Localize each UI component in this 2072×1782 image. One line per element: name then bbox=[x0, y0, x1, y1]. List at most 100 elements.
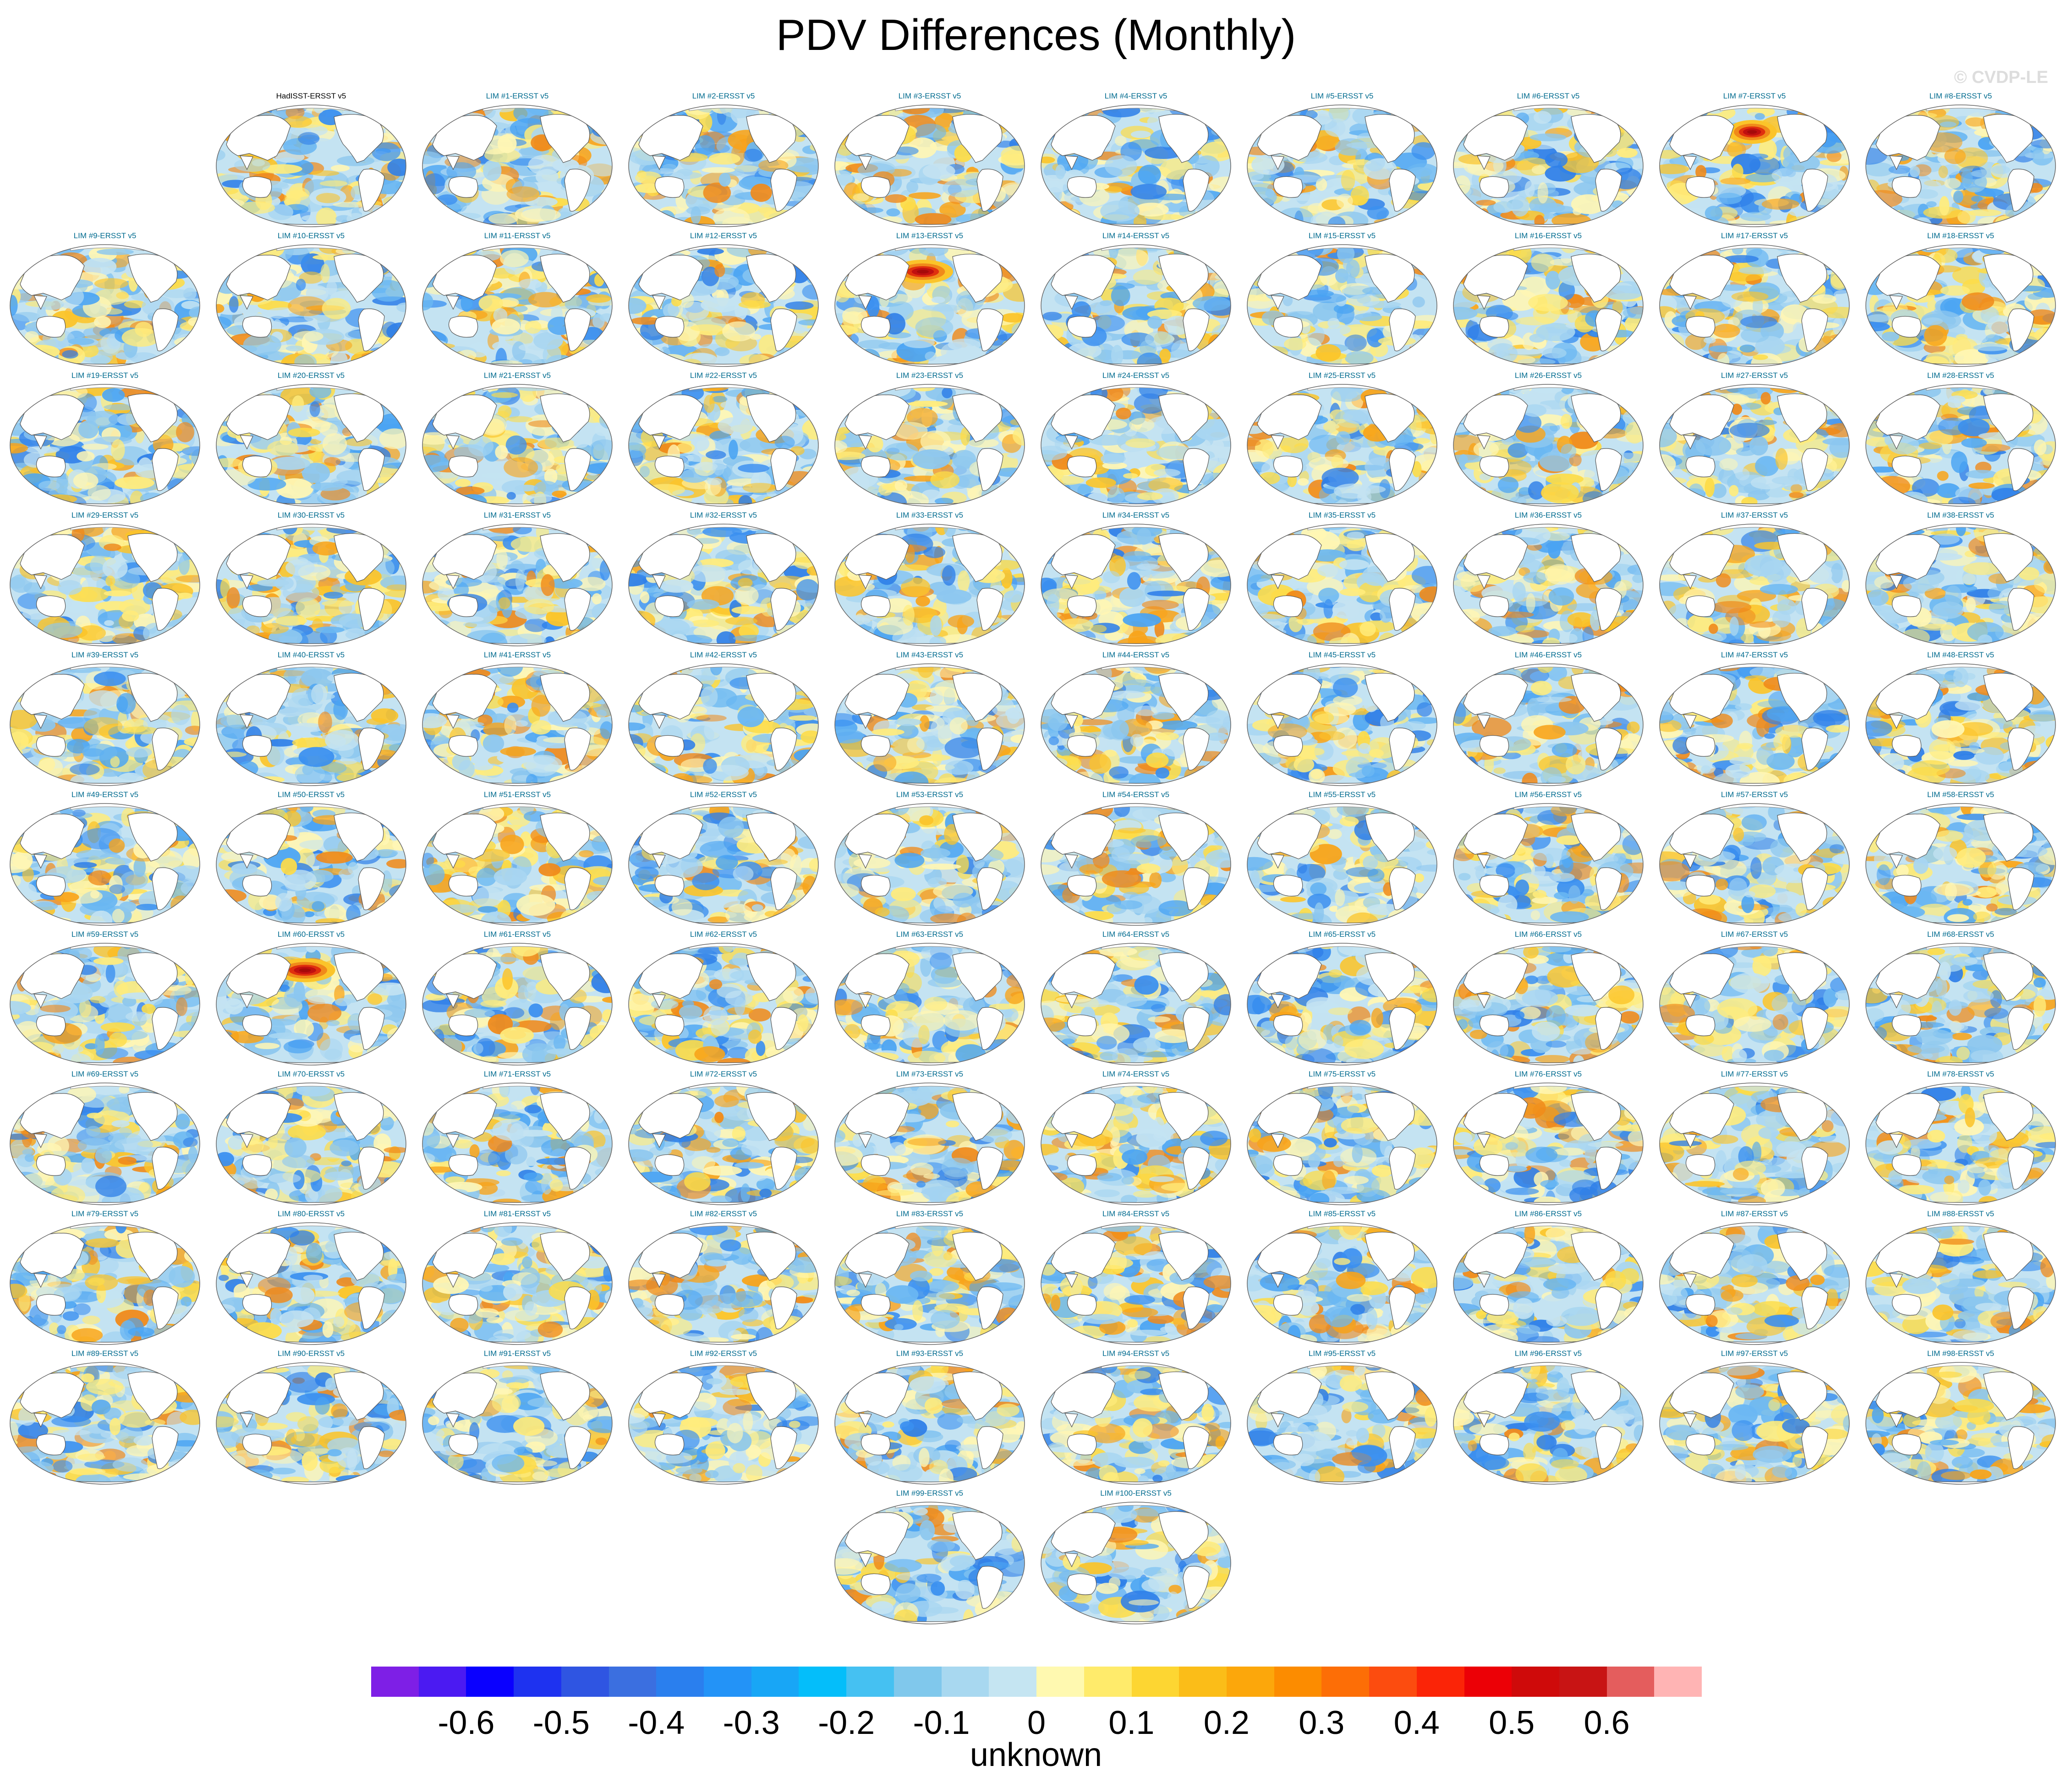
world-map bbox=[834, 384, 1025, 507]
sst-field bbox=[835, 245, 1025, 366]
map-panel: LIM #60-ERSST v5 bbox=[213, 930, 410, 1067]
panel-title: LIM #7-ERSST v5 bbox=[1656, 92, 1853, 101]
map-outline bbox=[834, 803, 1025, 926]
land-mask bbox=[1389, 867, 1416, 910]
land-mask bbox=[976, 1007, 1003, 1050]
panel-title: LIM #60-ERSST v5 bbox=[213, 930, 410, 939]
world-map bbox=[834, 1082, 1025, 1205]
sst-field bbox=[1660, 943, 1849, 1065]
land-mask bbox=[445, 1413, 460, 1428]
world-map bbox=[1247, 1222, 1437, 1345]
map-panel: LIM #6-ERSST v5 bbox=[1450, 92, 1647, 229]
sst-field bbox=[629, 524, 818, 646]
land-mask bbox=[432, 814, 497, 859]
map-panel: LIM #95-ERSST v5 bbox=[1244, 1349, 1441, 1487]
map-panel: LIM #45-ERSST v5 bbox=[1244, 650, 1441, 788]
world-map bbox=[628, 384, 819, 507]
map-panel: LIM #68-ERSST v5 bbox=[1862, 930, 2059, 1067]
colorbar-swatch bbox=[1464, 1667, 1512, 1697]
land-mask bbox=[242, 875, 272, 896]
sst-field bbox=[216, 245, 406, 366]
panel-title: LIM #99-ERSST v5 bbox=[831, 1489, 1028, 1498]
sst-field bbox=[422, 105, 612, 227]
land-mask bbox=[638, 115, 703, 161]
land-mask bbox=[1051, 953, 1116, 999]
land-mask bbox=[448, 1294, 478, 1316]
land-mask bbox=[654, 1433, 685, 1455]
sst-field bbox=[1453, 245, 1643, 366]
map-panel: LIM #92-ERSST v5 bbox=[625, 1349, 822, 1487]
panel-title: LIM #17-ERSST v5 bbox=[1656, 231, 1853, 241]
land-mask bbox=[1875, 814, 1940, 859]
panel-title: LIM #39-ERSST v5 bbox=[6, 650, 203, 660]
world-map bbox=[422, 663, 613, 786]
colorbar-swatch bbox=[1084, 1667, 1132, 1697]
panel-title: LIM #95-ERSST v5 bbox=[1244, 1349, 1441, 1358]
land-mask bbox=[1183, 588, 1210, 631]
land-mask bbox=[1183, 867, 1210, 910]
world-map bbox=[1659, 803, 1850, 926]
colorbar-tick-label: 0.2 bbox=[1204, 1704, 1250, 1742]
sst-field bbox=[1866, 943, 2056, 1065]
sst-field bbox=[1866, 1223, 2056, 1345]
map-outline bbox=[1041, 1362, 1231, 1485]
world-map bbox=[1041, 1082, 1231, 1205]
land-mask bbox=[564, 169, 591, 212]
land-mask bbox=[226, 255, 291, 301]
land-mask bbox=[1875, 674, 1940, 720]
land-mask bbox=[861, 595, 891, 617]
land-mask bbox=[1389, 588, 1416, 631]
sst-field bbox=[1866, 384, 2056, 506]
sst-field bbox=[10, 245, 200, 366]
land-mask bbox=[1257, 1372, 1322, 1418]
land-mask bbox=[1685, 1014, 1716, 1036]
land-mask bbox=[1051, 115, 1116, 161]
sst-field bbox=[1660, 524, 1849, 646]
land-mask bbox=[448, 1014, 478, 1036]
map-outline bbox=[1041, 803, 1231, 926]
map-outline bbox=[1659, 384, 1850, 507]
world-map bbox=[10, 943, 200, 1066]
panel-title: LIM #73-ERSST v5 bbox=[831, 1070, 1028, 1079]
map-panel: LIM #21-ERSST v5 bbox=[419, 371, 616, 508]
map-outline bbox=[10, 1362, 200, 1485]
sst-field bbox=[10, 384, 200, 506]
land-mask bbox=[1479, 1014, 1509, 1036]
land-mask bbox=[432, 534, 497, 580]
land-mask bbox=[1683, 714, 1697, 729]
sst-field bbox=[422, 943, 612, 1065]
land-mask bbox=[239, 155, 253, 170]
map-panel: LIM #16-ERSST v5 bbox=[1450, 231, 1647, 369]
world-map bbox=[834, 803, 1025, 926]
land-mask bbox=[36, 1433, 66, 1455]
land-mask bbox=[242, 176, 272, 198]
land-mask bbox=[1463, 953, 1528, 999]
land-mask bbox=[448, 176, 478, 198]
map-outline bbox=[1247, 524, 1437, 646]
map-outline bbox=[216, 384, 406, 507]
sst-field bbox=[216, 524, 406, 646]
land-mask bbox=[844, 953, 910, 999]
sst-field bbox=[1660, 1083, 1849, 1205]
world-map bbox=[1659, 104, 1850, 227]
map-outline bbox=[834, 104, 1025, 227]
map-panel: LIM #61-ERSST v5 bbox=[419, 930, 616, 1067]
map-outline bbox=[834, 943, 1025, 1066]
land-mask bbox=[1064, 1552, 1078, 1568]
land-mask bbox=[2007, 448, 2034, 491]
panel-title: LIM #53-ERSST v5 bbox=[831, 790, 1028, 799]
colorbar-tick-label: 0.4 bbox=[1394, 1704, 1440, 1742]
land-mask bbox=[1801, 448, 1828, 491]
panel-title: LIM #59-ERSST v5 bbox=[6, 930, 203, 939]
colorbar-swatch bbox=[799, 1667, 847, 1697]
map-panel: LIM #1-ERSST v5 bbox=[419, 92, 616, 229]
map-outline bbox=[834, 1082, 1025, 1205]
map-panel: LIM #28-ERSST v5 bbox=[1862, 371, 2059, 508]
sst-field bbox=[1247, 524, 1437, 646]
map-outline bbox=[1865, 1082, 2056, 1205]
world-map bbox=[10, 244, 200, 367]
panel-title: LIM #40-ERSST v5 bbox=[213, 650, 410, 660]
world-map bbox=[834, 663, 1025, 786]
map-panel: LIM #80-ERSST v5 bbox=[213, 1209, 410, 1347]
world-map bbox=[1865, 1222, 2056, 1345]
